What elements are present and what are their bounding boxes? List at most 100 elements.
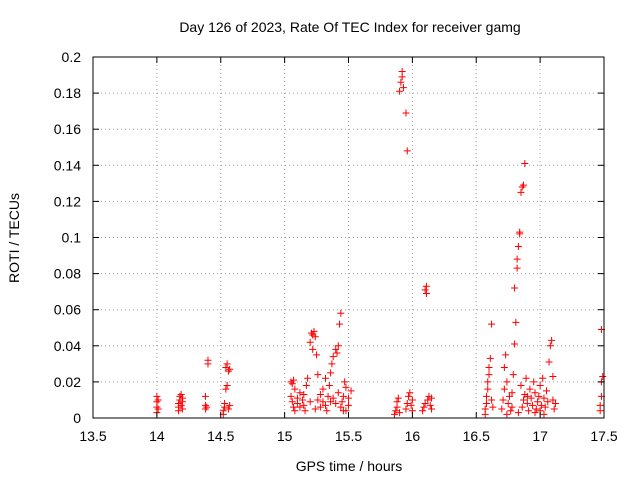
data-point (518, 183, 526, 191)
data-point (500, 363, 508, 371)
data-point (392, 407, 400, 415)
data-point (337, 403, 345, 411)
data-point (548, 336, 556, 344)
y-tick-label: 0.12 (54, 193, 81, 209)
data-point (341, 378, 349, 386)
data-point (407, 401, 415, 409)
data-point (222, 385, 230, 393)
data-point (420, 403, 428, 411)
x-tick-label: 17.5 (590, 428, 617, 444)
data-point (503, 378, 511, 386)
data-point (599, 372, 607, 380)
data-point (482, 400, 490, 408)
data-point (544, 398, 552, 406)
data-point (522, 374, 530, 382)
data-point (287, 392, 295, 400)
data-point (311, 333, 319, 341)
data-point (513, 264, 521, 272)
data-point (324, 392, 332, 400)
data-point (154, 396, 162, 404)
data-point (488, 320, 496, 328)
grid-lines (93, 57, 604, 418)
data-point (543, 387, 551, 395)
data-point (486, 354, 494, 362)
data-point (398, 67, 406, 75)
data-point (406, 389, 414, 397)
data-point (535, 392, 543, 400)
data-point (419, 407, 427, 415)
x-tick-label: 15 (277, 428, 293, 444)
data-point (178, 405, 186, 413)
data-point (499, 396, 507, 404)
data-point (512, 318, 520, 326)
data-point (313, 351, 321, 359)
data-point (296, 403, 304, 411)
data-point (390, 410, 398, 418)
data-point (532, 405, 540, 413)
data-point (322, 374, 330, 382)
data-point (528, 401, 536, 409)
data-point (332, 400, 340, 408)
data-point (534, 398, 542, 406)
y-tick-label: 0.08 (54, 266, 81, 282)
data-point (405, 392, 413, 400)
data-point (508, 403, 516, 411)
data-point (302, 382, 310, 390)
data-point (498, 405, 506, 413)
data-point (502, 351, 510, 359)
data-point (224, 367, 232, 375)
data-point (530, 378, 538, 386)
data-point (428, 405, 436, 413)
x-tick-label: 17 (532, 428, 548, 444)
data-point (311, 405, 319, 413)
data-point (397, 78, 405, 86)
data-point (204, 356, 212, 364)
data-point (337, 309, 345, 317)
y-tick-label: 0.18 (54, 85, 81, 101)
chart-title: Day 126 of 2023, Rate Of TEC Index for r… (179, 19, 520, 35)
data-point (342, 383, 350, 391)
data-point (525, 407, 533, 415)
data-point (426, 401, 434, 409)
data-point (549, 372, 557, 380)
data-point (339, 392, 347, 400)
data-point (201, 401, 209, 409)
data-point (550, 405, 558, 413)
data-point (518, 403, 526, 411)
data-point (306, 338, 314, 346)
data-point (516, 228, 524, 236)
data-point (290, 403, 298, 411)
data-point (481, 405, 489, 413)
data-point (484, 385, 492, 393)
axis-ticks: 13.5 14 14.5 15 15.5 16 16.5 17 17.5 0 0.02 0.04 0.0… (54, 49, 618, 444)
y-tick-label: 0.16 (54, 121, 81, 137)
data-point (500, 385, 508, 393)
data-point (399, 84, 407, 92)
data-point (511, 284, 519, 292)
data-point (339, 407, 347, 415)
data-point (334, 389, 342, 397)
data-point (153, 392, 161, 400)
data-point (219, 407, 227, 415)
data-point (334, 342, 342, 350)
data-point (332, 345, 340, 353)
data-point (513, 255, 521, 263)
data-point (396, 87, 404, 95)
x-axis-title: GPS time / hours (296, 458, 403, 474)
data-point (482, 392, 490, 400)
data-point (314, 371, 322, 379)
data-point (293, 394, 301, 402)
data-point (201, 392, 209, 400)
data-point (531, 409, 539, 417)
data-point (408, 396, 416, 404)
data-point (338, 398, 346, 406)
data-point (178, 394, 186, 402)
x-tick-label: 16 (405, 428, 421, 444)
y-tick-label: 0.04 (54, 338, 81, 354)
data-point (489, 403, 497, 411)
data-points (153, 67, 607, 418)
data-point (393, 398, 401, 406)
data-point (328, 360, 336, 368)
data-point (539, 374, 547, 382)
data-point (523, 400, 531, 408)
